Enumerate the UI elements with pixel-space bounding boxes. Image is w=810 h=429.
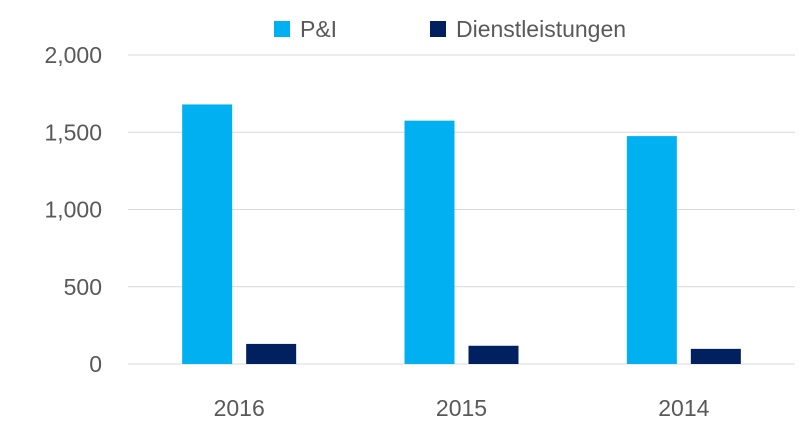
bar-2014-dienstleistungen xyxy=(690,348,741,364)
legend-label-0: P&I xyxy=(300,16,337,42)
x-tick-label-2014: 2014 xyxy=(658,395,709,421)
x-tick-label-2015: 2015 xyxy=(436,395,487,421)
bars xyxy=(182,104,741,364)
bar-2015-p-i xyxy=(404,120,455,364)
bar-2015-dienstleistungen xyxy=(468,345,519,364)
y-tick-label-2000: 2,000 xyxy=(44,42,102,68)
bar-2016-p-i xyxy=(182,104,233,364)
gridlines xyxy=(128,54,795,365)
legend-label-1: Dienstleistungen xyxy=(456,16,626,42)
legend: P&I Dienstleistungen xyxy=(274,16,626,42)
y-tick-label-500: 500 xyxy=(64,274,102,300)
bar-2016-dienstleistungen xyxy=(246,343,297,364)
x-tick-label-2016: 2016 xyxy=(214,395,265,421)
x-axis-tick-labels: 2016 2015 2014 xyxy=(214,395,710,421)
y-tick-label-0: 0 xyxy=(89,351,102,377)
legend-swatch-1 xyxy=(430,21,446,37)
y-tick-label-1000: 1,000 xyxy=(44,197,102,223)
y-axis-tick-labels: 0 500 1,000 1,500 2,000 xyxy=(44,42,102,377)
legend-swatch-0 xyxy=(274,21,290,37)
y-tick-label-1500: 1,500 xyxy=(44,119,102,145)
bar-2014-p-i xyxy=(626,136,677,364)
